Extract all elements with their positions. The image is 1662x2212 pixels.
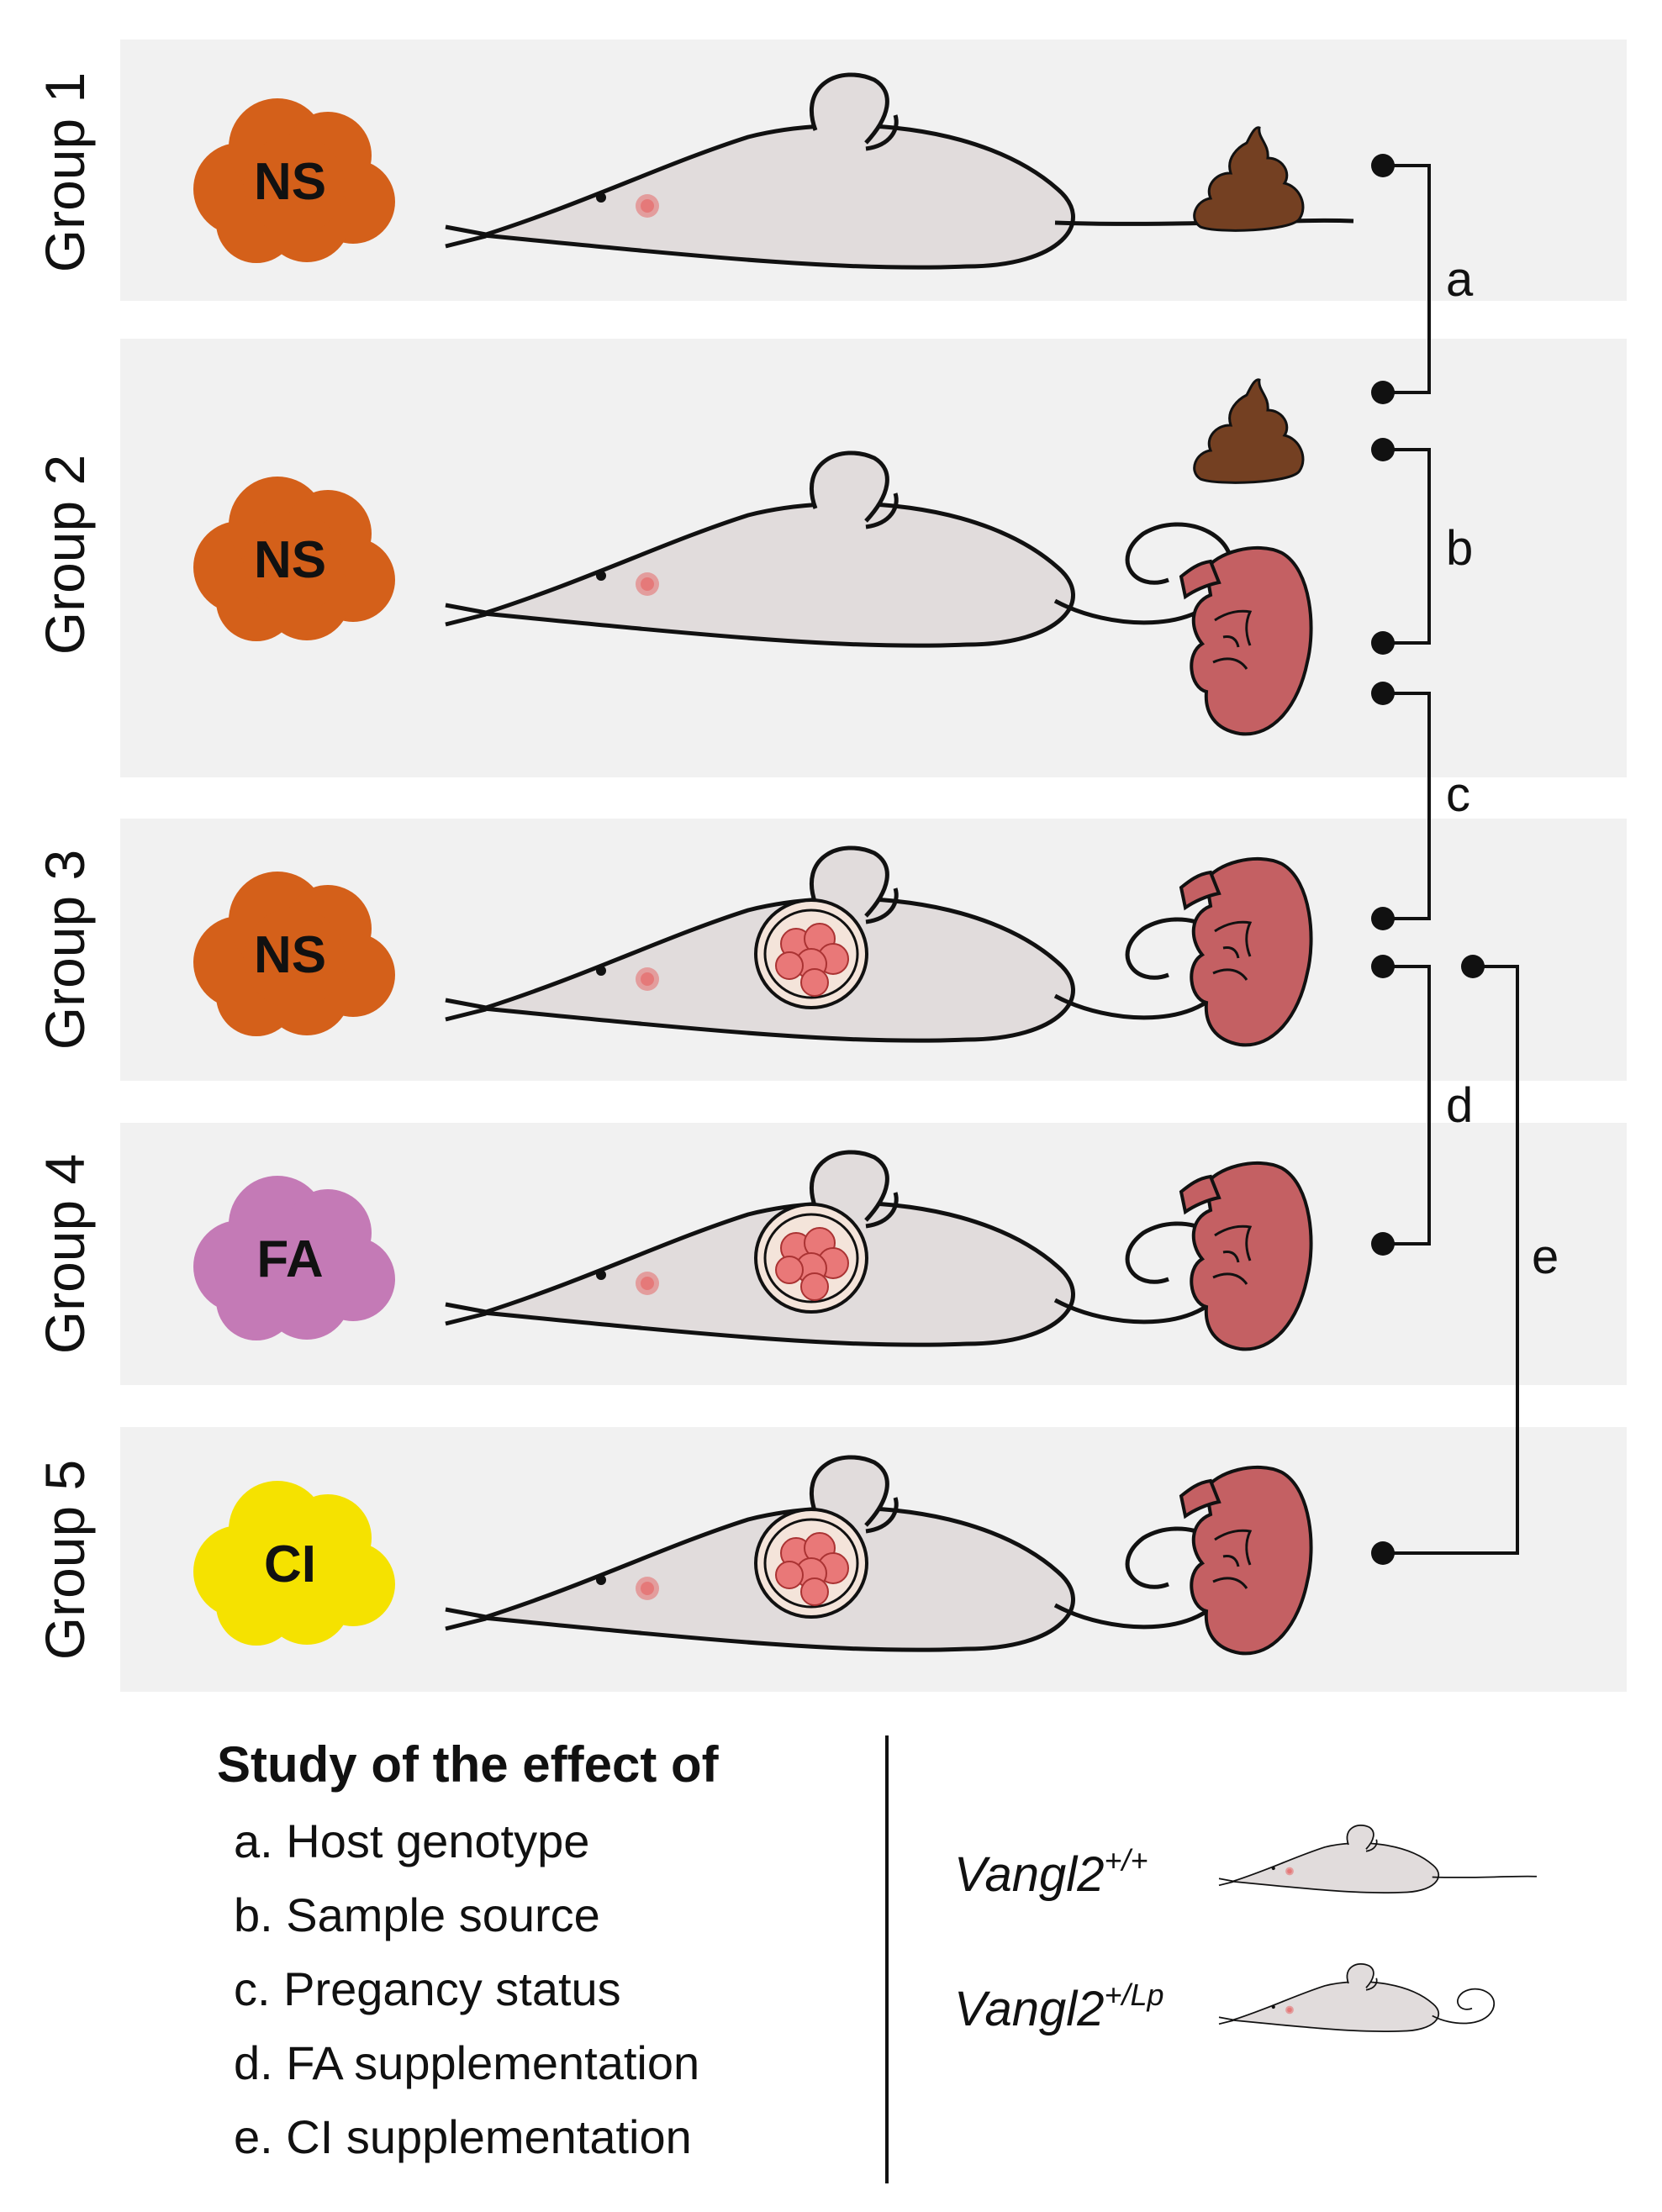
group-5-label: Group 5	[34, 1460, 96, 1660]
mouse-wt-legend-icon	[1218, 1825, 1538, 1894]
supplement-label: NS	[254, 153, 326, 211]
embryo-icon	[754, 898, 868, 1009]
genotype-wt-name: Vangl2	[954, 1847, 1104, 1902]
embryo-icon	[754, 1508, 868, 1619]
legend-item-c: c. Pregancy status	[234, 1962, 621, 2015]
legend-item-d: d. FA supplementation	[234, 2036, 699, 2089]
supplement-cloud-group-3: NS	[193, 872, 395, 1036]
supplement-cloud-group-4: FA	[193, 1176, 395, 1340]
genotype-lp-label: Vangl2+/Lp	[954, 1978, 1164, 2036]
supplement-label: NS	[254, 926, 326, 984]
supplement-label: CI	[264, 1535, 316, 1593]
supplement-cloud-group-2: NS	[193, 477, 395, 641]
mouse-lp-legend-icon	[1218, 1963, 1496, 2033]
genotype-wt-label: Vangl2+/+	[954, 1843, 1148, 1902]
bracket-d: d	[1371, 955, 1473, 1256]
group-4-label: Group 4	[34, 1154, 96, 1354]
genotype-lp-name: Vangl2	[954, 1982, 1104, 2036]
legend-title: Study of the effect of	[217, 1736, 720, 1793]
legend-item-e: e. CI supplementation	[234, 2110, 692, 2163]
supplement-label: NS	[254, 531, 326, 589]
group-3-label: Group 3	[34, 850, 96, 1050]
group-1-label: Group 1	[34, 72, 96, 272]
supplement-label: FA	[256, 1230, 323, 1288]
bracket-d-letter: d	[1446, 1078, 1473, 1133]
legend-item-a: a. Host genotype	[234, 1814, 589, 1867]
genotype-wt-sup: +/+	[1104, 1843, 1148, 1878]
embryo-icon	[754, 1203, 868, 1314]
legend: Study of the effect of a. Host genotype …	[217, 1735, 1538, 2183]
bracket-c: c	[1371, 682, 1470, 930]
legend-item-b: b. Sample source	[234, 1888, 600, 1941]
genotype-lp-sup: +/Lp	[1104, 1978, 1163, 2012]
bracket-c-letter: c	[1446, 767, 1470, 822]
bracket-a-letter: a	[1446, 252, 1474, 307]
bracket-e-letter: e	[1532, 1230, 1559, 1284]
bracket-a: a	[1371, 154, 1474, 404]
bracket-b-letter: b	[1446, 521, 1473, 576]
supplement-cloud-group-1: NS	[193, 98, 395, 263]
group-2-label: Group 2	[34, 455, 96, 655]
bracket-b: b	[1371, 438, 1473, 655]
bracket-e: e	[1371, 955, 1559, 1565]
supplement-cloud-group-5: CI	[193, 1481, 395, 1646]
